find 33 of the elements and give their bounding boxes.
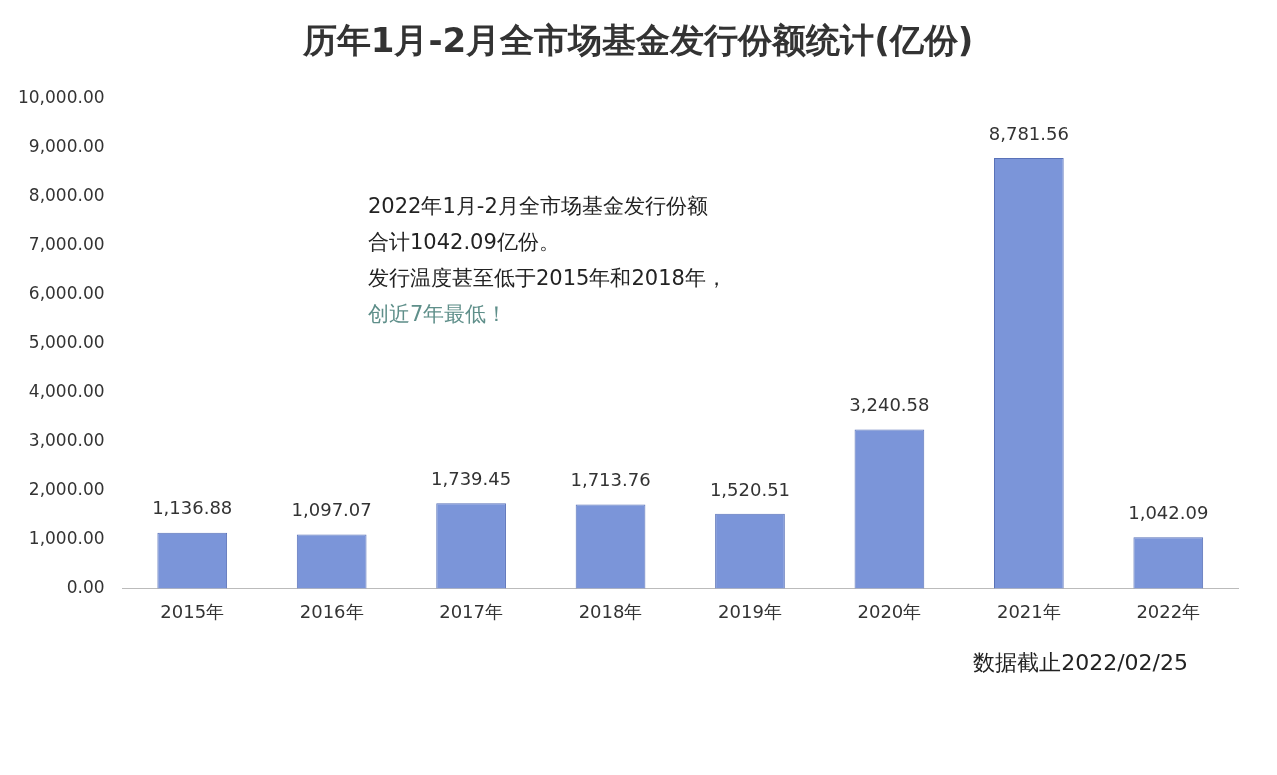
x-tick-label: 2019年 [718, 600, 782, 622]
y-tick-label: 6,000.00 [28, 282, 105, 303]
annotation: 发行温度甚至低于2015年和2018年， [368, 265, 727, 292]
text: 数据截止2022/02/25 [972, 649, 1189, 677]
y-tick-label: 4,000.00 [28, 380, 105, 401]
y-tick-label: 7,000.00 [28, 233, 105, 254]
x-tick-label: 2022年 [1136, 600, 1201, 622]
y-tick-label: 8,000.00 [28, 184, 105, 205]
data-label: 1,042.09 [1128, 501, 1209, 523]
data-label: 3,240.58 [849, 394, 930, 416]
x-tick-label: 2021年 [996, 600, 1061, 622]
y-tick-label: 10,000.00 [17, 86, 105, 107]
x-tick-label: 2018年 [578, 600, 643, 622]
x-tick-label: 2017年 [439, 600, 504, 622]
x-tick-label: 2016年 [299, 600, 364, 622]
annotation: 创近7年最低！ [368, 301, 509, 328]
data-label: 8,781.56 [988, 122, 1069, 144]
annotation: 2022年1月-2月全市场基金发行份额 [368, 193, 709, 220]
data-label: 1,097.07 [291, 499, 372, 521]
x-tick-label: 2015年 [160, 600, 225, 622]
chart-title: 历年1月-2月全市场基金发行份额统计(亿份) [301, 19, 975, 62]
data-label: 1,713.76 [570, 469, 651, 491]
y-tick-label: 1,000.00 [28, 527, 105, 548]
data-label: 1,136.88 [152, 497, 233, 519]
y-tick-label: 0.00 [66, 576, 105, 597]
x-tick-label: 2020年 [857, 600, 922, 622]
data-label: 1,739.45 [431, 467, 512, 489]
y-tick-label: 9,000.00 [28, 135, 105, 156]
y-tick-label: 2,000.00 [28, 478, 105, 499]
annotation: 合计1042.09亿份。 [368, 229, 561, 256]
y-tick-label: 3,000.00 [28, 429, 105, 450]
data-label: 1,520.51 [709, 478, 791, 500]
y-tick-label: 5,000.00 [28, 331, 105, 352]
